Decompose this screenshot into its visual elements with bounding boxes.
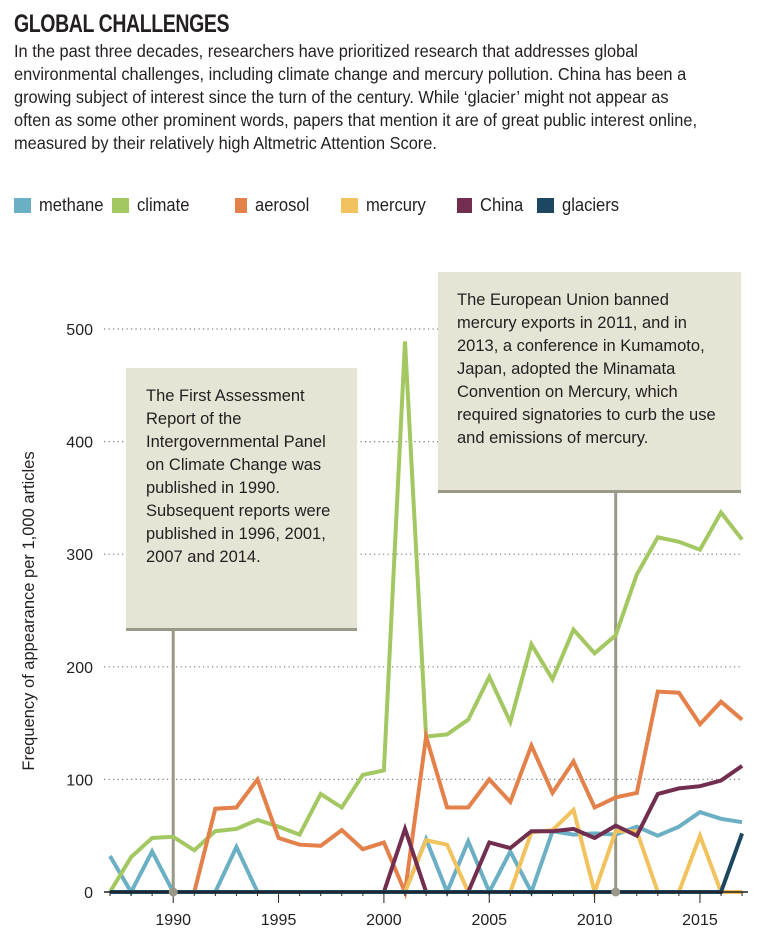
legend: methane climate aerosol mercury China gl… — [14, 193, 624, 217]
chart-description: In the past three decades, researchers h… — [14, 41, 698, 153]
x-tick-label: 2015 — [682, 912, 718, 929]
annotation-box-minamata: The European Union banned mercury export… — [438, 272, 741, 493]
legend-item-mercury: mercury — [341, 195, 451, 216]
x-tick-label: 1990 — [155, 912, 191, 929]
legend-swatch-climate — [112, 197, 129, 213]
legend-label: China — [479, 194, 524, 215]
y-axis-label: Frequency of appearance per 1,000 articl… — [20, 451, 38, 770]
legend-swatch-glaciers — [537, 197, 554, 213]
series-line-aerosol — [110, 689, 744, 900]
series-line-china — [110, 764, 744, 894]
y-axis: 0 100 200 300 400 500 — [66, 322, 93, 902]
y-tick-label: 0 — [84, 885, 93, 902]
legend-item-methane: methane — [14, 195, 112, 216]
y-tick-label: 400 — [66, 435, 93, 452]
x-tick-label: 1995 — [261, 912, 297, 929]
legend-item-glaciers: glaciers — [537, 195, 624, 216]
legend-item-china: China — [457, 195, 527, 216]
legend-item-aerosol: aerosol — [235, 195, 314, 216]
legend-swatch-china — [457, 197, 472, 213]
annotation-marker — [611, 887, 621, 897]
x-tick-label: 2010 — [577, 912, 613, 929]
legend-swatch-mercury — [341, 197, 358, 213]
y-tick-label: 300 — [66, 547, 93, 564]
y-tick-label: 200 — [66, 660, 93, 677]
legend-label: glaciers — [562, 194, 620, 215]
x-tick-label: 2000 — [366, 912, 402, 929]
legend-label: climate — [137, 194, 190, 215]
chart-title: GLOBAL CHALLENGES — [14, 10, 230, 38]
legend-item-climate: climate — [112, 195, 235, 216]
annotation-text: The European Union banned mercury export… — [457, 291, 716, 447]
x-axis: 1990 1995 2000 2005 2010 2015 — [104, 887, 748, 929]
x-tick-label: 2005 — [471, 912, 507, 929]
legend-label: methane — [39, 194, 104, 215]
legend-swatch-aerosol — [235, 197, 247, 213]
y-tick-label: 100 — [66, 772, 93, 789]
legend-label: aerosol — [254, 194, 310, 215]
legend-label: mercury — [366, 194, 426, 215]
y-tick-label: 500 — [66, 322, 93, 339]
annotation-text: The First Assessment Report of the Inter… — [146, 387, 331, 566]
annotation-marker — [168, 887, 178, 897]
annotation-box-ipcc: The First Assessment Report of the Inter… — [126, 368, 357, 631]
legend-swatch-methane — [14, 197, 31, 213]
